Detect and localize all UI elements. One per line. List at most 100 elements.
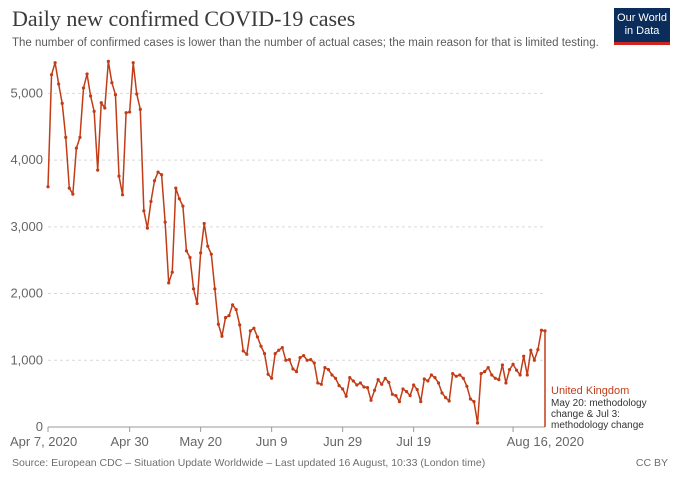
- data-point: [49, 73, 54, 77]
- data-point: [64, 135, 68, 139]
- data-point: [223, 315, 228, 320]
- data-point: [365, 386, 370, 390]
- y-tick-label: 5,000: [10, 85, 43, 100]
- data-point: [284, 358, 288, 362]
- data-point: [309, 358, 313, 362]
- data-point: [181, 204, 185, 208]
- data-point: [103, 106, 107, 110]
- data-point: [376, 378, 380, 382]
- owid-logo[interactable]: Our World in Data: [614, 8, 670, 45]
- data-point: [67, 186, 71, 190]
- data-point: [532, 358, 536, 362]
- data-point: [206, 244, 210, 248]
- series-line-united-kingdom: [47, 60, 546, 424]
- data-point: [408, 394, 412, 398]
- data-point: [348, 376, 352, 380]
- data-point: [195, 301, 199, 306]
- data-point: [500, 363, 504, 367]
- data-point: [351, 379, 355, 383]
- data-point: [259, 344, 263, 348]
- y-tick-label: 3,000: [10, 219, 43, 234]
- data-point: [92, 109, 96, 113]
- x-tick-label: Jun 9: [256, 434, 288, 449]
- data-point: [124, 111, 128, 115]
- data-point: [369, 398, 373, 402]
- data-point: [184, 249, 189, 253]
- chart-subtitle: The number of confirmed cases is lower t…: [12, 37, 599, 49]
- data-point: [113, 93, 118, 97]
- data-point: [383, 376, 387, 380]
- data-point: [231, 303, 235, 307]
- data-point: [333, 376, 338, 380]
- data-point: [358, 381, 362, 385]
- data-point: [57, 82, 61, 86]
- data-point: [390, 392, 394, 396]
- data-point: [511, 362, 515, 366]
- data-point: [493, 376, 497, 380]
- data-point: [138, 107, 142, 111]
- y-axis-ticks: 0 1,000 2,000 3,000 4,000 5,000: [10, 85, 43, 434]
- data-point: [355, 383, 359, 387]
- x-axis-ticks: Apr 7, 2020 Apr 30 May 20 Jun 9 Jun 29 Jul 19…: [10, 427, 584, 449]
- data-point: [188, 255, 192, 260]
- data-point: [429, 373, 433, 377]
- data-point: [110, 81, 114, 85]
- data-point: [504, 381, 508, 385]
- data-point: [160, 173, 164, 177]
- data-point: [373, 388, 377, 392]
- data-point: [302, 354, 306, 358]
- data-point: [401, 387, 405, 391]
- data-point: [294, 370, 299, 374]
- data-point: [344, 394, 348, 398]
- data-point: [117, 174, 121, 178]
- data-point: [426, 379, 430, 383]
- data-point: [78, 135, 82, 139]
- data-point: [135, 92, 139, 96]
- data-point: [248, 329, 252, 333]
- source-note: Source: European CDC – Situation Update …: [12, 457, 486, 469]
- logo-line-2: in Data: [624, 25, 660, 37]
- data-point: [447, 399, 451, 403]
- data-point: [305, 358, 309, 362]
- series-uk[interactable]: [46, 59, 547, 427]
- data-point: [337, 384, 341, 388]
- license-link[interactable]: CC BY: [635, 457, 668, 469]
- data-point: [326, 368, 331, 372]
- data-point: [71, 192, 75, 196]
- methodology-annotation-line: methodology change: [551, 420, 644, 431]
- data-point: [167, 281, 171, 285]
- data-point: [362, 385, 366, 389]
- y-tick-label: 1,000: [10, 352, 43, 367]
- data-point: [507, 368, 512, 372]
- data-point: [497, 378, 501, 382]
- data-point: [415, 388, 419, 392]
- data-point: [479, 372, 483, 376]
- x-tick-label: Aug 16, 2020: [507, 434, 584, 449]
- data-point: [74, 146, 78, 150]
- data-point: [461, 376, 465, 380]
- data-point: [387, 380, 391, 384]
- data-point: [199, 251, 203, 255]
- data-point: [227, 313, 231, 318]
- data-point: [266, 372, 270, 376]
- data-point: [245, 352, 249, 356]
- data-point: [53, 61, 57, 65]
- data-point: [465, 384, 469, 388]
- data-point: [319, 382, 323, 386]
- data-point: [216, 322, 220, 326]
- data-point: [536, 348, 540, 352]
- data-point: [241, 349, 245, 353]
- data-point: [380, 382, 384, 386]
- data-point: [522, 354, 526, 358]
- data-point: [255, 335, 260, 339]
- data-point: [330, 373, 334, 377]
- x-tick-label: Apr 7, 2020: [10, 434, 77, 449]
- data-point: [312, 361, 316, 365]
- methodology-annotation-line: change & Jul 3:: [551, 409, 620, 420]
- data-point: [213, 287, 217, 291]
- data-point: [163, 220, 167, 224]
- x-tick-label: Jun 29: [323, 434, 362, 449]
- data-point: [96, 168, 100, 172]
